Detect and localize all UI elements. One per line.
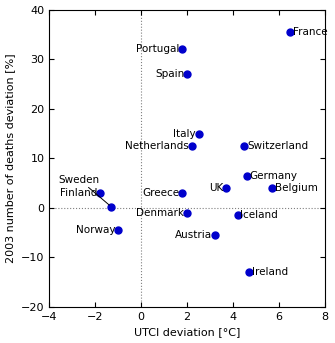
- Text: Belgium: Belgium: [275, 183, 318, 193]
- Point: [235, 213, 240, 218]
- Point: [223, 185, 229, 191]
- Text: Ireland: Ireland: [252, 267, 288, 277]
- Y-axis label: 2003 number of deaths deviation [%]: 2003 number of deaths deviation [%]: [6, 54, 15, 263]
- Text: Portugal: Portugal: [136, 44, 180, 54]
- Text: Norway: Norway: [76, 225, 116, 235]
- Point: [244, 173, 249, 178]
- Point: [212, 233, 217, 238]
- Text: Iceland: Iceland: [240, 210, 278, 220]
- Text: Denmark: Denmark: [136, 208, 184, 218]
- Text: France: France: [293, 27, 328, 37]
- Point: [97, 190, 103, 196]
- Text: Spain: Spain: [155, 69, 184, 79]
- Point: [109, 204, 114, 210]
- Point: [246, 270, 252, 275]
- Point: [180, 46, 185, 52]
- Text: Germany: Germany: [250, 171, 297, 181]
- Text: UK: UK: [209, 183, 223, 193]
- Point: [184, 210, 190, 215]
- Point: [180, 190, 185, 196]
- Text: Italy: Italy: [173, 129, 196, 139]
- Text: Netherlands: Netherlands: [125, 141, 189, 151]
- Text: Switzerland: Switzerland: [247, 141, 308, 151]
- Point: [116, 227, 121, 233]
- Text: Sweden: Sweden: [59, 175, 109, 205]
- Point: [242, 143, 247, 149]
- Point: [269, 185, 275, 191]
- Point: [189, 143, 194, 149]
- Text: Greece: Greece: [143, 188, 180, 198]
- X-axis label: UTCI deviation [°C]: UTCI deviation [°C]: [134, 328, 240, 338]
- Text: Austria: Austria: [175, 230, 212, 240]
- Text: Finland: Finland: [60, 188, 97, 198]
- Point: [287, 29, 293, 35]
- Point: [184, 71, 190, 77]
- Point: [196, 131, 201, 136]
